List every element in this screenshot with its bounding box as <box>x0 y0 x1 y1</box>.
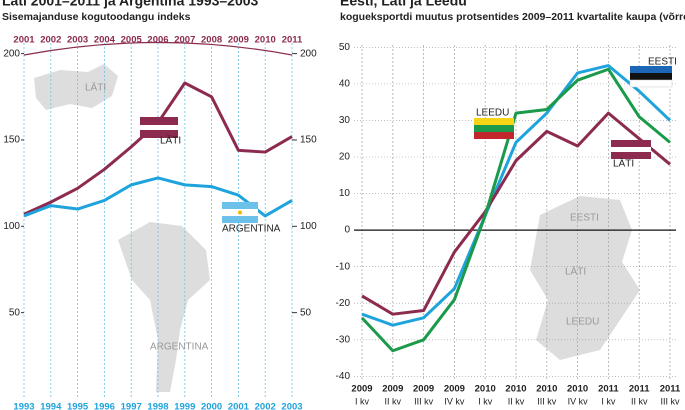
y-tick-label: -30 <box>336 334 351 345</box>
y-tick-label: 10 <box>339 188 351 199</box>
y-tick-label: 200 <box>3 48 20 59</box>
x-top-label: 2007 <box>174 35 195 46</box>
chart-title: Läti 2001–2011 ja Argentina 1993–2003 <box>2 0 259 9</box>
y-tick-label: 30 <box>339 115 351 126</box>
x-tick-label: II kv <box>385 396 402 406</box>
x-bottom-label: 1998 <box>147 402 168 410</box>
x-tick-label: IV kv <box>444 396 465 406</box>
label-lati: LÄTI <box>160 135 181 147</box>
y-tick-label: 150 <box>3 135 20 146</box>
x-top-label: 2002 <box>40 35 61 46</box>
y-tick-label: -10 <box>336 261 351 272</box>
y-tick-label: -20 <box>336 298 351 309</box>
x-top-label: 2006 <box>147 35 168 46</box>
x-bottom-label: 2001 <box>228 402 250 410</box>
flag-lithuania <box>474 118 514 139</box>
x-top-label: 2011 <box>282 35 303 46</box>
y-tick-label: 200 <box>300 48 317 59</box>
y-tick-label: 40 <box>339 79 351 90</box>
x-tick-label: I kv <box>478 396 493 406</box>
x-year-label: 2011 <box>660 384 681 395</box>
x-bottom-label: 1997 <box>121 402 142 410</box>
y-tick-label: 0 <box>344 225 350 236</box>
flag-argentina <box>222 202 258 223</box>
y-tick-label: 20 <box>339 152 351 163</box>
flag-estonia <box>629 66 673 88</box>
x-year-label: 2009 <box>382 384 403 395</box>
x-bottom-label: 1996 <box>94 402 115 410</box>
x-tick-label: II kv <box>508 396 525 406</box>
y-tick-label: 150 <box>300 135 317 146</box>
x-year-label: 2010 <box>567 384 588 395</box>
series-line <box>360 67 671 353</box>
y-tick-label: 50 <box>9 307 21 318</box>
x-year-label: 2010 <box>475 384 496 395</box>
label-leedu: LEEDU <box>476 108 509 119</box>
x-top-label: 2008 <box>201 35 222 46</box>
x-tick-label: II kv <box>631 396 648 406</box>
x-tick-label: III kv <box>414 396 434 406</box>
x-bottom-label: 2000 <box>201 402 222 410</box>
label-lati: LÄTI <box>613 158 634 170</box>
series-line <box>361 111 671 316</box>
map-label: ARGENTINA <box>150 342 209 353</box>
x-top-label: 2009 <box>228 35 249 46</box>
map-label: LEEDU <box>566 317 599 328</box>
map-baltics <box>530 196 640 360</box>
y-tick-label: 50 <box>300 307 312 318</box>
y-tick-label: 100 <box>300 221 317 232</box>
x-tick-label: IV kv <box>568 396 589 406</box>
x-top-label: 2001 <box>13 35 35 46</box>
x-year-label: 2011 <box>598 384 619 395</box>
x-top-label: 2010 <box>255 35 276 46</box>
label-eesti: EESTI <box>648 57 677 68</box>
x-year-label: 2009 <box>444 384 465 395</box>
x-tick-label: III kv <box>660 396 680 406</box>
x-tick-label: III kv <box>537 396 557 406</box>
map-label: EESTI <box>570 213 599 224</box>
x-bottom-label: 1993 <box>13 402 34 410</box>
x-bottom-label: 1995 <box>67 402 89 410</box>
chart-title: Eesti, Läti ja Leedu <box>340 0 467 9</box>
x-bottom-label: 2002 <box>255 402 276 410</box>
flags <box>140 66 673 223</box>
series-line <box>361 64 672 327</box>
x-year-label: 2010 <box>505 384 526 395</box>
y-tick-label: -40 <box>336 371 351 382</box>
chart-subtitle: Sisemajanduse kogutoodangu indeks <box>2 11 191 23</box>
x-year-label: 2010 <box>536 384 557 395</box>
label-argentina: ARGENTINA <box>222 224 281 235</box>
axis-curve <box>23 41 293 56</box>
x-year-label: 2009 <box>413 384 434 395</box>
x-tick-label: I kv <box>355 396 370 406</box>
flag-latvia <box>140 117 178 138</box>
map-latvia-left <box>34 64 118 110</box>
map-label: LÄTI <box>85 82 106 94</box>
flag-latvia-right <box>611 140 651 159</box>
map-label: LÄTI <box>565 266 586 278</box>
x-year-label: 2011 <box>629 384 650 395</box>
x-bottom-label: 1999 <box>174 402 195 410</box>
map-argentina <box>118 222 210 392</box>
chart-subtitle: kogueksportdi muutus protsentides 2009–2… <box>340 11 685 23</box>
x-top-label: 2003 <box>67 35 88 46</box>
x-year-label: 2009 <box>351 384 372 395</box>
y-tick-label: 100 <box>3 221 20 232</box>
x-bottom-label: 1994 <box>40 402 62 410</box>
maps <box>34 64 640 392</box>
x-bottom-label: 2003 <box>281 402 302 410</box>
y-tick-label: 50 <box>339 42 351 53</box>
x-tick-label: I kv <box>601 396 616 406</box>
x-top-label: 2005 <box>121 35 143 46</box>
x-top-label: 2004 <box>94 35 116 46</box>
